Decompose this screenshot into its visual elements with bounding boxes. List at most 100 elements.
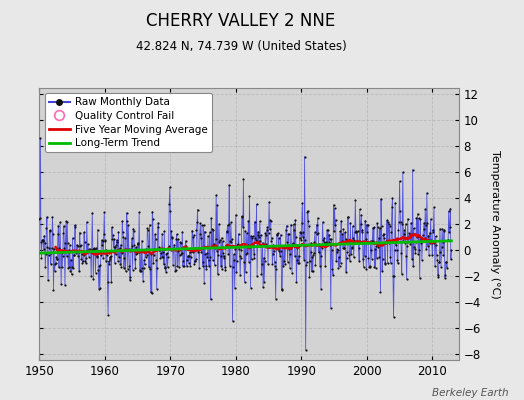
Point <box>394 227 402 233</box>
Point <box>136 266 144 273</box>
Point <box>361 253 369 259</box>
Point <box>305 223 313 229</box>
Point <box>232 269 241 275</box>
Point <box>171 268 179 274</box>
Point <box>134 241 143 247</box>
Point <box>367 256 376 262</box>
Point <box>287 221 295 228</box>
Point <box>115 245 124 252</box>
Point <box>352 228 360 234</box>
Point <box>217 234 226 241</box>
Point <box>69 265 78 271</box>
Point <box>123 218 132 225</box>
Point <box>291 217 300 223</box>
Point <box>341 236 350 242</box>
Point <box>140 257 148 263</box>
Point <box>196 234 205 241</box>
Point <box>441 272 450 278</box>
Point <box>400 227 409 234</box>
Point <box>137 248 145 254</box>
Point <box>203 254 212 261</box>
Point <box>380 235 388 241</box>
Point <box>223 222 232 228</box>
Point <box>163 250 171 256</box>
Point <box>362 236 370 242</box>
Point <box>222 242 230 248</box>
Point <box>366 263 374 269</box>
Point <box>285 246 293 253</box>
Point <box>445 224 454 230</box>
Point <box>261 241 270 247</box>
Point <box>116 242 125 248</box>
Point <box>198 222 206 228</box>
Point <box>144 226 152 233</box>
Point <box>49 231 57 237</box>
Point <box>86 248 94 254</box>
Point <box>79 258 87 264</box>
Point <box>47 250 56 256</box>
Point <box>403 216 412 222</box>
Point <box>328 266 336 272</box>
Point <box>46 227 54 234</box>
Point <box>146 289 155 296</box>
Point <box>244 218 253 224</box>
Point <box>168 234 176 241</box>
Point <box>94 267 102 273</box>
Point <box>434 259 443 265</box>
Point <box>276 231 285 238</box>
Point <box>112 242 121 248</box>
Point <box>133 240 141 246</box>
Point <box>161 265 169 272</box>
Point <box>311 229 319 235</box>
Point <box>67 271 75 278</box>
Point <box>323 240 332 246</box>
Point <box>128 235 136 241</box>
Point <box>120 255 128 262</box>
Point <box>38 237 46 244</box>
Point <box>196 220 204 226</box>
Point <box>102 258 110 264</box>
Point <box>99 255 107 262</box>
Point <box>296 235 304 241</box>
Point <box>103 278 112 285</box>
Point <box>52 254 60 260</box>
Point <box>332 258 341 264</box>
Point <box>152 257 160 263</box>
Point <box>433 271 442 278</box>
Point <box>189 249 198 255</box>
Point <box>410 225 418 232</box>
Point <box>355 206 364 213</box>
Point <box>239 176 248 182</box>
Point <box>172 236 180 242</box>
Point <box>345 239 353 246</box>
Point <box>413 234 421 240</box>
Point <box>228 318 237 324</box>
Point <box>113 239 122 246</box>
Point <box>326 305 335 311</box>
Point <box>316 286 325 292</box>
Point <box>396 208 405 214</box>
Point <box>285 231 293 238</box>
Point <box>191 258 199 264</box>
Point <box>78 251 86 257</box>
Point <box>177 240 185 246</box>
Point <box>295 260 303 266</box>
Point <box>178 250 186 256</box>
Point <box>194 248 202 255</box>
Point <box>217 263 225 270</box>
Point <box>403 243 411 250</box>
Point <box>443 237 452 244</box>
Point <box>371 246 379 252</box>
Point <box>289 242 297 248</box>
Point <box>270 259 279 266</box>
Point <box>56 219 64 226</box>
Point <box>407 220 415 226</box>
Point <box>241 279 249 285</box>
Point <box>262 232 270 239</box>
Point <box>309 267 317 274</box>
Point <box>321 262 330 269</box>
Point <box>188 227 196 234</box>
Point <box>426 239 434 246</box>
Point <box>123 210 131 216</box>
Point <box>269 242 278 248</box>
